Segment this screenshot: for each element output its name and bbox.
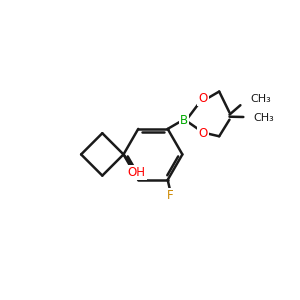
Text: O: O: [198, 92, 208, 105]
Text: CH₃: CH₃: [250, 94, 271, 104]
Text: CH₃: CH₃: [253, 113, 274, 124]
Text: OH: OH: [128, 166, 146, 179]
Text: O: O: [198, 127, 208, 140]
Text: F: F: [167, 189, 173, 202]
Text: B: B: [180, 114, 188, 127]
